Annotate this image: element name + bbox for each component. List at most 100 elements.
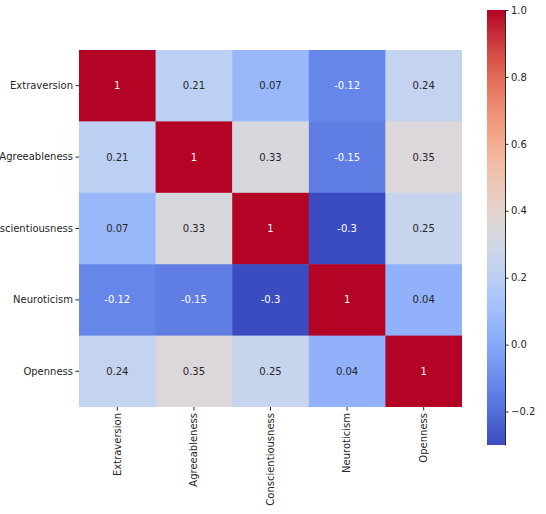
heatmap-cell [156, 336, 233, 407]
x-tick-mark [193, 407, 194, 411]
colorbar-tick-mark [505, 345, 509, 346]
y-tick-label: Extraversion [10, 80, 73, 91]
cell-label: 0.33 [183, 223, 205, 234]
cell-label: 0.33 [259, 152, 281, 163]
colorbar-tick-label: −0.2 [511, 406, 535, 417]
cell-label: 0.21 [183, 80, 205, 91]
x-tick-mark [117, 407, 118, 411]
colorbar-tick-mark [505, 77, 509, 78]
cell-label: 0.25 [259, 366, 281, 377]
heatmap-cell [79, 336, 156, 407]
x-axis: Extraversion Agreeableness Conscientiousne… [112, 407, 429, 506]
y-tick: Extraversion [10, 80, 79, 91]
y-tick-mark [76, 157, 80, 158]
y-tick-label: Conscientiousness [0, 223, 73, 234]
y-tick-label: Agreeableness [0, 151, 73, 162]
x-tick-label: Extraversion [112, 413, 123, 476]
colorbar-axis-line [505, 11, 506, 446]
cell-label: 0.04 [336, 366, 358, 377]
colorbar-tick-label: 1.0 [511, 5, 527, 16]
x-tick-mark [347, 407, 348, 411]
heatmap-cell [79, 50, 156, 122]
colorbar-axis: −0.2 0.0 0.2 0.4 0.6 0.8 1.0 [505, 5, 535, 446]
colorbar-tick-label: 0.8 [511, 72, 527, 83]
cell-label: -0.3 [261, 294, 281, 305]
y-tick-mark [76, 228, 80, 229]
y-tick: Openness [23, 366, 79, 377]
cell-label: -0.15 [181, 294, 207, 305]
x-tick-label: Agreeableness [188, 413, 199, 487]
colorbar-tick-label: 0.0 [511, 339, 527, 350]
heatmap-cell [79, 193, 156, 265]
colorbar-tick-mark [505, 278, 509, 279]
cell-label: 0.35 [413, 152, 435, 163]
heatmap-cell [232, 50, 309, 122]
heatmap-cell [156, 193, 233, 265]
heatmap-cell [79, 264, 156, 336]
colorbar-tick: 0.6 [505, 139, 527, 150]
x-tick-label: Neuroticism [341, 413, 352, 473]
heatmap-cell [385, 193, 462, 265]
heatmap-cell [385, 50, 462, 122]
cell-label: -0.12 [104, 294, 130, 305]
cell-label: 1 [344, 294, 350, 305]
y-tick: Agreeableness [0, 151, 79, 162]
heatmap-cell [385, 121, 462, 193]
x-tick-label: Openness [418, 413, 429, 463]
colorbar-tick-mark [505, 412, 509, 413]
cell-labels: 1 0.21 0.07 -0.12 0.24 0.21 1 0.33 -0.15 0.35 0.07… [104, 80, 434, 377]
heatmap-cell [309, 50, 386, 122]
cell-label: 0.04 [413, 294, 435, 305]
cell-label: -0.3 [337, 223, 357, 234]
colorbar-tick-label: 0.2 [511, 272, 527, 283]
x-tick: Openness [418, 407, 429, 463]
colorbar-tick: 0.8 [505, 72, 527, 83]
heatmap-cell [232, 121, 309, 193]
x-tick: Agreeableness [188, 407, 199, 487]
cell-label: 1 [191, 152, 197, 163]
cell-label: 0.25 [413, 223, 435, 234]
y-tick-mark [76, 299, 80, 300]
cell-label: 0.24 [413, 80, 435, 91]
heatmap-cell [79, 121, 156, 193]
chart: 10.210.07-0.120.240.2110.33-0.150.350.07… [0, 0, 546, 514]
heatmap-cell [232, 336, 309, 407]
heatmap-cell [309, 121, 386, 193]
colorbar-tick-mark [505, 144, 509, 145]
x-tick: Extraversion [112, 407, 123, 476]
colorbar [487, 10, 505, 445]
x-tick-label: Conscientiousness [265, 413, 276, 506]
cell-label: 0.21 [106, 152, 128, 163]
cell-label: 0.07 [106, 223, 128, 234]
colorbar-tick: −0.2 [505, 406, 535, 417]
cells [79, 50, 462, 407]
x-tick: Neuroticism [341, 407, 352, 473]
heatmap-cell [156, 264, 233, 336]
y-axis: Extraversion Agreeableness Conscientiousne… [0, 80, 79, 377]
heatmap-cell [385, 336, 462, 407]
y-tick-mark [76, 371, 80, 372]
colorbar-tick: 0.0 [505, 339, 527, 350]
heatmap-cell [156, 50, 233, 122]
cell-label: -0.15 [334, 152, 360, 163]
heatmap-cell [309, 336, 386, 407]
colorbar-tick: 1.0 [505, 5, 527, 16]
y-tick: Conscientiousness [0, 223, 79, 234]
y-tick-mark [76, 85, 80, 86]
cell-label: 1 [114, 80, 120, 91]
y-tick-label: Openness [23, 366, 73, 377]
x-tick-mark [270, 407, 271, 411]
x-tick-mark [423, 407, 424, 411]
y-tick: Neuroticism [13, 294, 79, 305]
cell-label: 0.24 [106, 366, 128, 377]
x-tick: Conscientiousness [265, 407, 276, 506]
colorbar-tick: 0.4 [505, 205, 527, 216]
colorbar-tick-mark [505, 211, 509, 212]
y-tick-label: Neuroticism [13, 294, 73, 305]
cell-label: 0.07 [259, 80, 281, 91]
heatmap-cell [309, 264, 386, 336]
heatmap-cell [156, 121, 233, 193]
heatmap-cell [309, 193, 386, 265]
cell-label: 1 [267, 223, 273, 234]
heatmap-cell [232, 193, 309, 265]
